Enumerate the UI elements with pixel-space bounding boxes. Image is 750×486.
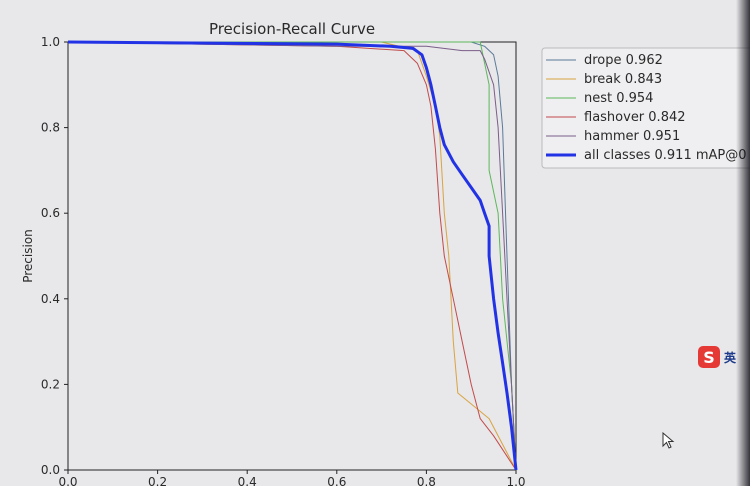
legend-label: break 0.843	[584, 72, 662, 87]
series-line-2	[68, 41, 517, 471]
series-line-1	[68, 41, 517, 471]
legend-label: all classes 0.911 mAP@0	[584, 148, 747, 163]
axes-layer: Precision-Recall Curve 0.0 0.2 0.4 0.6 0.8 1.0…	[21, 20, 526, 486]
series-line-3	[67, 41, 517, 471]
y-tick-label: 0.6	[41, 206, 60, 220]
legend-box	[541, 47, 750, 169]
ime-indicator[interactable]: S 英	[698, 346, 746, 368]
legend-label: drope 0.962	[584, 53, 663, 68]
y-tick-label: 0.8	[41, 121, 60, 135]
screen-edge-shadow	[736, 0, 750, 486]
x-tick-label: 0.8	[417, 475, 436, 486]
y-axis-label: Precision	[21, 229, 35, 283]
series-line-4	[67, 41, 517, 471]
y-tick-label: 1.0	[41, 35, 60, 49]
mouse-cursor-icon	[662, 432, 675, 449]
x-tick-label: 0.2	[148, 475, 167, 486]
x-tick-label: 0.0	[58, 475, 77, 486]
legend-label: hammer 0.951	[584, 129, 680, 144]
x-tick-label: 0.4	[238, 475, 257, 486]
series-layer	[67, 40, 518, 471]
y-tick-label: 0.0	[41, 463, 60, 477]
series-line-0	[68, 41, 517, 471]
y-tick-label: 0.2	[41, 377, 60, 391]
legend-layer: drope 0.962 break 0.843 nest 0.954 flashove…	[541, 47, 750, 169]
series-line-5	[67, 40, 518, 471]
sogou-logo-icon: S	[698, 346, 720, 368]
legend-label: nest 0.954	[584, 91, 653, 106]
ime-mode-label: 英	[724, 350, 737, 365]
x-tick-label: 1.0	[506, 475, 525, 486]
chart-title: Precision-Recall Curve	[209, 20, 375, 38]
y-tick-label: 0.4	[41, 292, 60, 306]
x-tick-label: 0.6	[327, 475, 346, 486]
legend-label: flashover 0.842	[584, 110, 686, 125]
